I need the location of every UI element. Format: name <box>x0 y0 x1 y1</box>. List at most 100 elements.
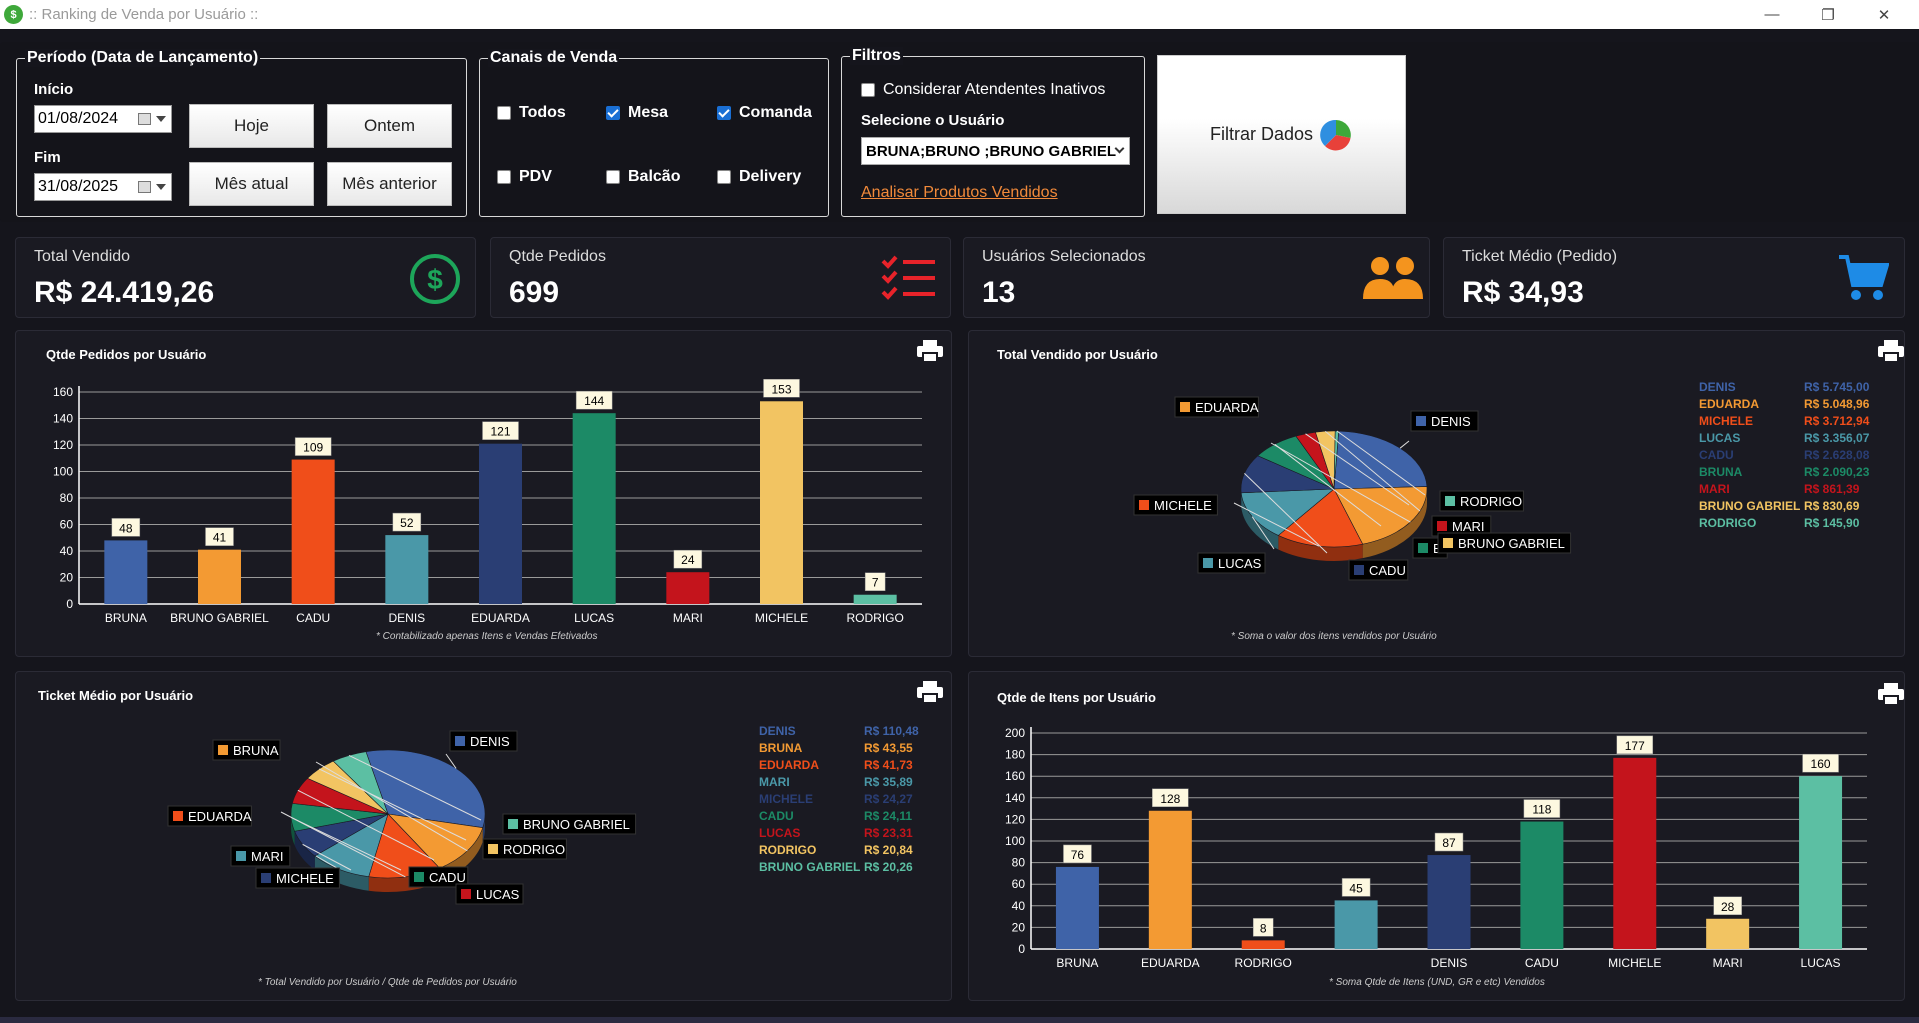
bottom-border <box>0 1017 1919 1023</box>
mes-anterior-button[interactable]: Mês anterior <box>327 162 452 206</box>
pie-chart-ticket-medio: DENIS BRUNA EDUARDA MARI MICHELE CADU LUCAS ROD… <box>167 730 637 905</box>
legend-value: R$ 3.356,07 <box>1804 431 1870 445</box>
pie-label: B <box>1433 541 1442 556</box>
mes-atual-button[interactable]: Mês atual <box>189 162 314 206</box>
data-label: 118 <box>1532 803 1551 817</box>
chart-panel-qtde-itens: Qtde de Itens por Usuário 0 20 40 60 80 100 12… <box>968 671 1905 1001</box>
filtrar-dados-button[interactable]: Filtrar Dados <box>1157 55 1406 214</box>
y-tick-label: 40 <box>60 544 74 558</box>
pie-label-leader <box>1305 433 1410 506</box>
printer-icon[interactable] <box>916 339 944 363</box>
canais-group-title: Canais de Venda <box>488 49 620 67</box>
checkbox-box[interactable] <box>861 83 875 97</box>
chevron-down-icon[interactable] <box>1114 143 1125 154</box>
legend-row: EDUARDA R$ 41,73 <box>759 757 919 774</box>
legend-value: R$ 5.048,96 <box>1804 397 1870 411</box>
pie-label-leader <box>302 843 352 871</box>
x-tick-label: DENIS <box>388 611 425 625</box>
ontem-button[interactable]: Ontem <box>327 104 452 148</box>
printer-icon[interactable] <box>916 680 944 704</box>
checkbox-box[interactable] <box>606 170 620 184</box>
checkbox-box[interactable] <box>497 106 511 120</box>
close-button[interactable]: ✕ <box>1877 6 1891 24</box>
data-label: 45 <box>1349 881 1363 895</box>
pie-label-box <box>449 730 518 752</box>
legend-value: R$ 24,27 <box>864 792 913 806</box>
pie-label: DENIS <box>470 734 510 749</box>
legend-row: BRUNO GABRIEL R$ 20,26 <box>759 859 919 876</box>
data-label-box <box>1063 844 1092 864</box>
pie-label-leader <box>1274 443 1382 527</box>
data-label-box <box>763 379 800 398</box>
calendar-icon[interactable] <box>138 181 151 193</box>
chevron-down-icon[interactable] <box>156 116 166 122</box>
y-tick-label: 100 <box>53 465 73 479</box>
bar <box>853 594 897 604</box>
checkbox-box[interactable] <box>606 106 620 120</box>
pdv-checkbox[interactable]: PDV <box>497 168 552 186</box>
data-label: 109 <box>303 441 323 455</box>
calendar-icon[interactable] <box>138 113 151 125</box>
analisar-produtos-link[interactable]: Analisar Produtos Vendidos <box>861 184 1058 201</box>
inicio-date-input[interactable]: 01/08/2024 <box>34 105 172 133</box>
x-tick-label: LUCAS <box>574 611 614 625</box>
svg-text:$: $ <box>427 264 443 295</box>
chart-panel-total-vendido: Total Vendido por Usuário DENIS EDUARDA MI… <box>968 330 1905 657</box>
hoje-button[interactable]: Hoje <box>189 104 314 148</box>
checkbox-box[interactable] <box>497 170 511 184</box>
pie-slice-side <box>291 814 295 846</box>
pie-label-leader <box>445 753 457 769</box>
checkbox-box[interactable] <box>717 106 731 120</box>
usuario-select-value: BRUNA;BRUNO ;BRUNO GABRIEL <box>866 142 1116 160</box>
delivery-checkbox[interactable]: Delivery <box>717 168 801 186</box>
filtros-group-title: Filtros <box>850 47 903 65</box>
users-icon <box>1363 257 1423 299</box>
todos-checkbox[interactable]: Todos <box>497 104 566 122</box>
pie-slice <box>1277 488 1364 548</box>
printer-icon[interactable] <box>1877 339 1905 363</box>
window-title: :: Ranking de Venda por Usuário :: <box>29 6 259 23</box>
bar <box>1148 810 1192 949</box>
restore-button[interactable]: ❐ <box>1821 6 1835 24</box>
chevron-down-icon[interactable] <box>156 184 166 190</box>
chart-title: Qtde de Itens por Usuário <box>997 690 1156 705</box>
legend-row: MICHELE R$ 3.712,94 <box>1699 413 1869 430</box>
x-tick-label: BRUNA <box>105 611 147 625</box>
legend-value: R$ 145,90 <box>1804 516 1860 530</box>
checkbox-box[interactable] <box>717 170 731 184</box>
usuario-label: Selecione o Usuário <box>861 112 1005 129</box>
pie-label-leader <box>348 754 482 821</box>
pie-label-box <box>1410 410 1479 432</box>
x-tick-label: RODRIGO <box>846 611 903 625</box>
legend-label: MARI <box>759 775 790 789</box>
mesa-checkbox[interactable]: Mesa <box>606 104 668 122</box>
y-tick-label: 140 <box>1005 791 1025 805</box>
legend-row: MARI R$ 861,39 <box>1699 481 1869 498</box>
pie-label: MICHELE <box>276 871 334 886</box>
checkbox-label: Balcão <box>628 168 681 185</box>
data-label-box <box>1802 753 1839 773</box>
legend-row: BRUNA R$ 43,55 <box>759 740 919 757</box>
data-label: 41 <box>213 531 227 545</box>
filtros-group: Filtros Considerar Atendentes Inativos S… <box>841 47 1145 217</box>
x-tick-label: MICHELE <box>1608 956 1661 970</box>
pie-label-swatch <box>461 889 471 899</box>
printer-icon[interactable] <box>1877 682 1905 706</box>
legend-row: LUCAS R$ 23,31 <box>759 825 919 842</box>
legend-value: R$ 110,48 <box>864 724 919 738</box>
legend-row: MICHELE R$ 24,27 <box>759 791 919 808</box>
usuario-select[interactable]: BRUNA;BRUNO ;BRUNO GABRIEL <box>861 137 1130 165</box>
fim-date-input[interactable]: 31/08/2025 <box>34 173 172 201</box>
comanda-checkbox[interactable]: Comanda <box>717 104 812 122</box>
pie-label-box <box>1174 396 1259 418</box>
pie-label-box <box>212 739 281 761</box>
data-label-box <box>1252 918 1274 937</box>
legend-label: LUCAS <box>759 826 801 840</box>
inativos-checkbox[interactable]: Considerar Atendentes Inativos <box>861 81 1105 99</box>
balcao-checkbox[interactable]: Balcão <box>606 168 680 186</box>
data-label: 7 <box>872 576 879 590</box>
checkbox-label: Todos <box>519 104 566 121</box>
minimize-button[interactable]: — <box>1764 6 1780 23</box>
legend-label: CADU <box>759 809 794 823</box>
pie-slice-side <box>1362 489 1427 559</box>
